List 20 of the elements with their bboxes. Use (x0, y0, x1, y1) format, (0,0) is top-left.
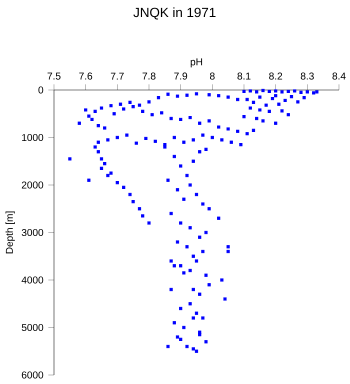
x-tick-label: 8.4 (332, 72, 346, 80)
y-tick-label: 2000 (22, 181, 44, 189)
x-tick-label: 7.7 (110, 72, 124, 80)
x-tick-label: 8.1 (237, 72, 250, 80)
x-tick-label: 7.6 (79, 72, 92, 80)
y-tick-label: 0 (38, 86, 44, 94)
x-tick-label: 8.2 (268, 72, 282, 80)
chart-title: JNQK in 1971 (133, 7, 216, 20)
y-tick-label: 4000 (21, 276, 44, 284)
y-tick-label: 3000 (22, 228, 44, 236)
y-tick-label: 5000 (22, 324, 44, 332)
y-tick-label: 6000 (22, 371, 44, 379)
y-axis-title: Depth [m] (5, 212, 15, 254)
x-tick-label: 7.5 (47, 72, 60, 80)
x-tick-label: 7.9 (174, 72, 187, 80)
x-tick-label: 8.3 (300, 72, 314, 80)
y-tick-label: 1000 (22, 134, 44, 142)
x-tick-label: 7.8 (142, 72, 156, 80)
x-axis-title: pH (190, 58, 202, 68)
x-tick-label: 8 (210, 72, 214, 80)
